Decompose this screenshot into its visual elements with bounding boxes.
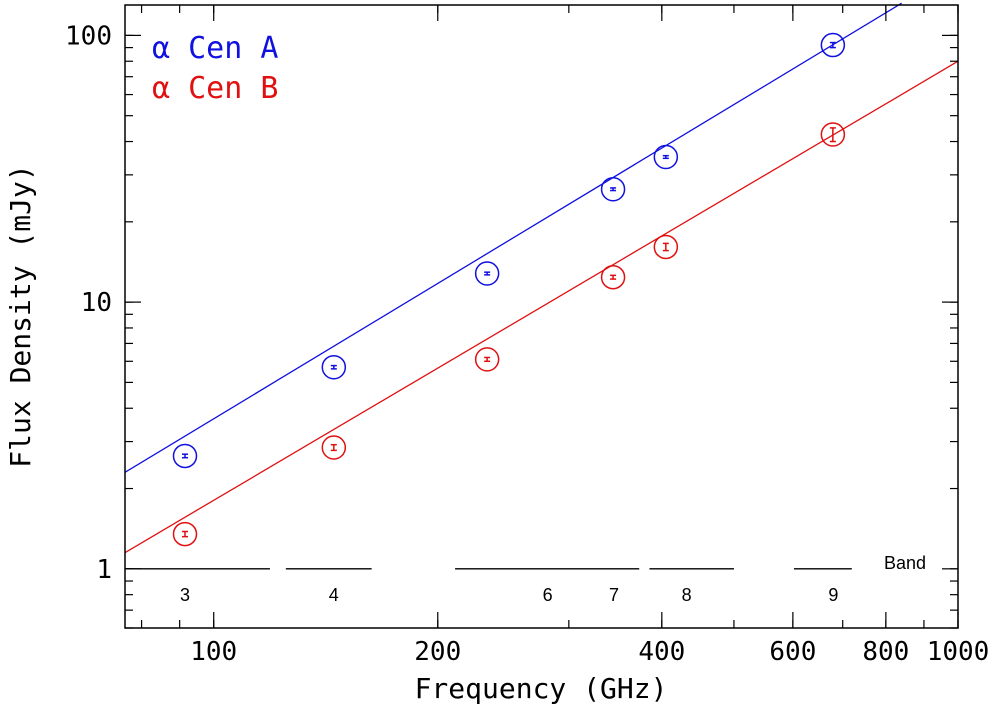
x-axis-label: Frequency (GHz) [415, 672, 668, 705]
band-label: 9 [828, 585, 838, 605]
x-tick-label: 100 [190, 637, 237, 667]
legend-cen-b-label: Cen B [188, 71, 278, 106]
y-tick-label: 1 [96, 555, 112, 585]
band-label: 3 [180, 585, 190, 605]
x-tick-label: 600 [769, 637, 816, 667]
x-tick-label: 200 [414, 637, 461, 667]
band-label: 7 [609, 585, 619, 605]
data-point-cen-b [820, 122, 846, 147]
data-point-cen-b [474, 347, 500, 372]
band-label: 6 [543, 585, 553, 605]
data-point-cen-a [600, 176, 626, 202]
band-label: 8 [682, 585, 692, 605]
legend-cen-a-label: Cen A [188, 31, 278, 66]
axis-ticks: 100 200 400 600 800 1000 1 10 100 [65, 5, 989, 667]
band-markers: 3 4 6 7 8 9 [125, 568, 852, 605]
legend-cen-a-symbol: α [152, 31, 170, 66]
band-title: Band [884, 553, 926, 573]
fit-line-cen-b [124, 60, 959, 554]
y-axis-label: Flux Density (mJy) [4, 164, 37, 467]
x-tick-label: 1000 [927, 637, 990, 667]
data-point-cen-b [600, 264, 626, 290]
x-tick-label: 400 [638, 637, 685, 667]
data-point-cen-a [321, 354, 347, 380]
data-point-cen-b [321, 435, 347, 460]
data-point-cen-b [172, 521, 198, 547]
plot-frame [124, 4, 959, 629]
data-points [172, 32, 846, 547]
data-point-cen-b [653, 234, 679, 260]
band-label: 4 [329, 585, 339, 605]
legend-cen-a: α Cen A [152, 31, 278, 66]
data-point-cen-a [653, 144, 679, 170]
y-tick-label: 100 [65, 21, 112, 51]
data-point-cen-a [820, 32, 846, 58]
data-point-cen-a [172, 443, 198, 469]
data-point-cen-a [474, 261, 500, 286]
fit-lines [124, 2, 959, 554]
legend-cen-b-symbol: α [152, 71, 170, 106]
y-tick-label: 10 [81, 288, 112, 318]
x-tick-label: 800 [862, 637, 909, 667]
legend-cen-b: α Cen B [152, 71, 278, 106]
fit-line-cen-a [124, 2, 902, 473]
